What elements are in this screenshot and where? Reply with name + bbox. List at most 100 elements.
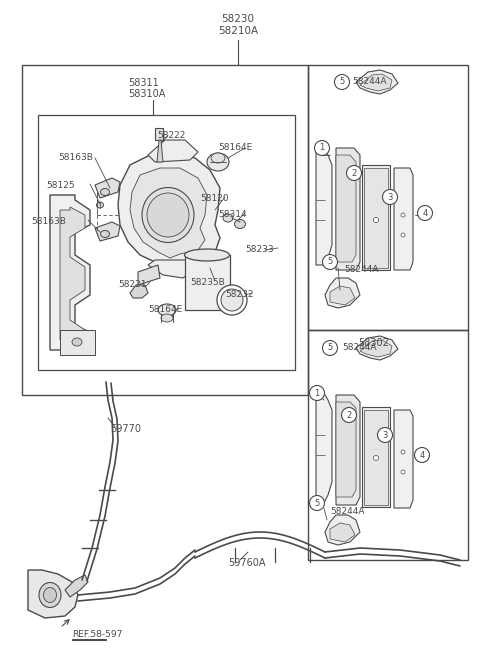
Ellipse shape — [44, 587, 57, 603]
Bar — [22, 65, 308, 395]
Polygon shape — [65, 575, 88, 597]
Polygon shape — [336, 155, 356, 262]
Text: 2: 2 — [351, 168, 357, 178]
Ellipse shape — [100, 230, 109, 238]
Ellipse shape — [72, 338, 82, 346]
Ellipse shape — [235, 220, 245, 228]
Text: 58244A: 58244A — [330, 507, 364, 515]
Circle shape — [323, 254, 337, 270]
Polygon shape — [95, 222, 120, 241]
Polygon shape — [50, 195, 95, 350]
Polygon shape — [330, 286, 355, 305]
Ellipse shape — [39, 583, 61, 607]
Text: 58235B: 58235B — [190, 278, 225, 287]
Text: 58310A: 58310A — [128, 89, 166, 99]
Polygon shape — [157, 140, 163, 162]
Text: 58163B: 58163B — [31, 217, 66, 226]
Text: 1: 1 — [319, 143, 324, 153]
Text: 58244A: 58244A — [352, 77, 386, 87]
Ellipse shape — [223, 214, 233, 222]
Polygon shape — [95, 178, 120, 198]
Polygon shape — [356, 336, 398, 360]
Polygon shape — [362, 165, 390, 270]
Text: 58163B: 58163B — [58, 153, 93, 162]
Polygon shape — [118, 152, 220, 270]
Ellipse shape — [221, 289, 243, 311]
Polygon shape — [130, 168, 207, 258]
Ellipse shape — [401, 470, 405, 474]
Polygon shape — [316, 145, 332, 265]
Text: REF.58-597: REF.58-597 — [72, 630, 122, 639]
Polygon shape — [330, 523, 355, 542]
Polygon shape — [155, 128, 163, 140]
Text: 5: 5 — [339, 77, 345, 87]
Polygon shape — [360, 340, 392, 357]
Text: 58222: 58222 — [157, 131, 185, 140]
Ellipse shape — [217, 285, 247, 315]
Polygon shape — [138, 265, 160, 285]
Ellipse shape — [100, 188, 109, 196]
Ellipse shape — [142, 188, 194, 242]
Text: 58244A: 58244A — [344, 266, 379, 274]
Text: 4: 4 — [422, 208, 428, 218]
Text: 58233: 58233 — [245, 245, 274, 254]
Text: 58164E: 58164E — [148, 305, 182, 314]
Bar — [308, 65, 468, 330]
Ellipse shape — [184, 249, 229, 261]
Text: 5: 5 — [327, 258, 333, 266]
Ellipse shape — [211, 153, 225, 163]
Circle shape — [347, 165, 361, 180]
Ellipse shape — [373, 218, 379, 222]
Polygon shape — [60, 330, 95, 355]
Polygon shape — [362, 407, 390, 507]
Text: 59760A: 59760A — [228, 558, 265, 568]
Text: 58210A: 58210A — [218, 26, 258, 36]
Text: 58125: 58125 — [46, 181, 74, 190]
Ellipse shape — [158, 304, 176, 316]
Text: 4: 4 — [420, 450, 425, 460]
Polygon shape — [336, 148, 360, 270]
Text: 58311: 58311 — [128, 78, 159, 88]
Circle shape — [418, 206, 432, 220]
Polygon shape — [316, 393, 332, 503]
Ellipse shape — [147, 193, 189, 237]
Polygon shape — [28, 570, 78, 618]
Circle shape — [335, 75, 349, 89]
Polygon shape — [394, 410, 413, 508]
Ellipse shape — [96, 202, 104, 208]
Polygon shape — [364, 168, 388, 268]
Text: 58221: 58221 — [118, 280, 146, 289]
Text: 3: 3 — [387, 192, 393, 202]
Text: 58232: 58232 — [225, 290, 253, 299]
Ellipse shape — [207, 153, 229, 171]
Circle shape — [377, 428, 393, 442]
Text: 2: 2 — [347, 410, 352, 420]
Bar — [308, 330, 468, 560]
Circle shape — [314, 141, 329, 155]
Text: 5: 5 — [314, 498, 320, 507]
Polygon shape — [356, 70, 398, 94]
Polygon shape — [325, 515, 360, 545]
Text: 58244A: 58244A — [342, 344, 376, 352]
Polygon shape — [60, 207, 85, 340]
Polygon shape — [148, 140, 198, 162]
Polygon shape — [336, 395, 360, 505]
Ellipse shape — [401, 213, 405, 217]
Ellipse shape — [401, 450, 405, 454]
Text: 58302: 58302 — [358, 338, 389, 348]
Circle shape — [323, 340, 337, 356]
Circle shape — [310, 386, 324, 400]
Text: 58230: 58230 — [221, 14, 254, 24]
Text: 59770: 59770 — [110, 424, 141, 434]
Polygon shape — [148, 260, 196, 278]
Polygon shape — [336, 402, 356, 497]
Circle shape — [415, 448, 430, 462]
Polygon shape — [364, 410, 388, 505]
Polygon shape — [394, 168, 413, 270]
Text: 3: 3 — [382, 430, 388, 440]
Polygon shape — [130, 285, 148, 298]
Circle shape — [341, 408, 357, 422]
Bar — [185, 255, 230, 310]
Text: 1: 1 — [314, 388, 320, 398]
Text: 5: 5 — [327, 344, 333, 352]
